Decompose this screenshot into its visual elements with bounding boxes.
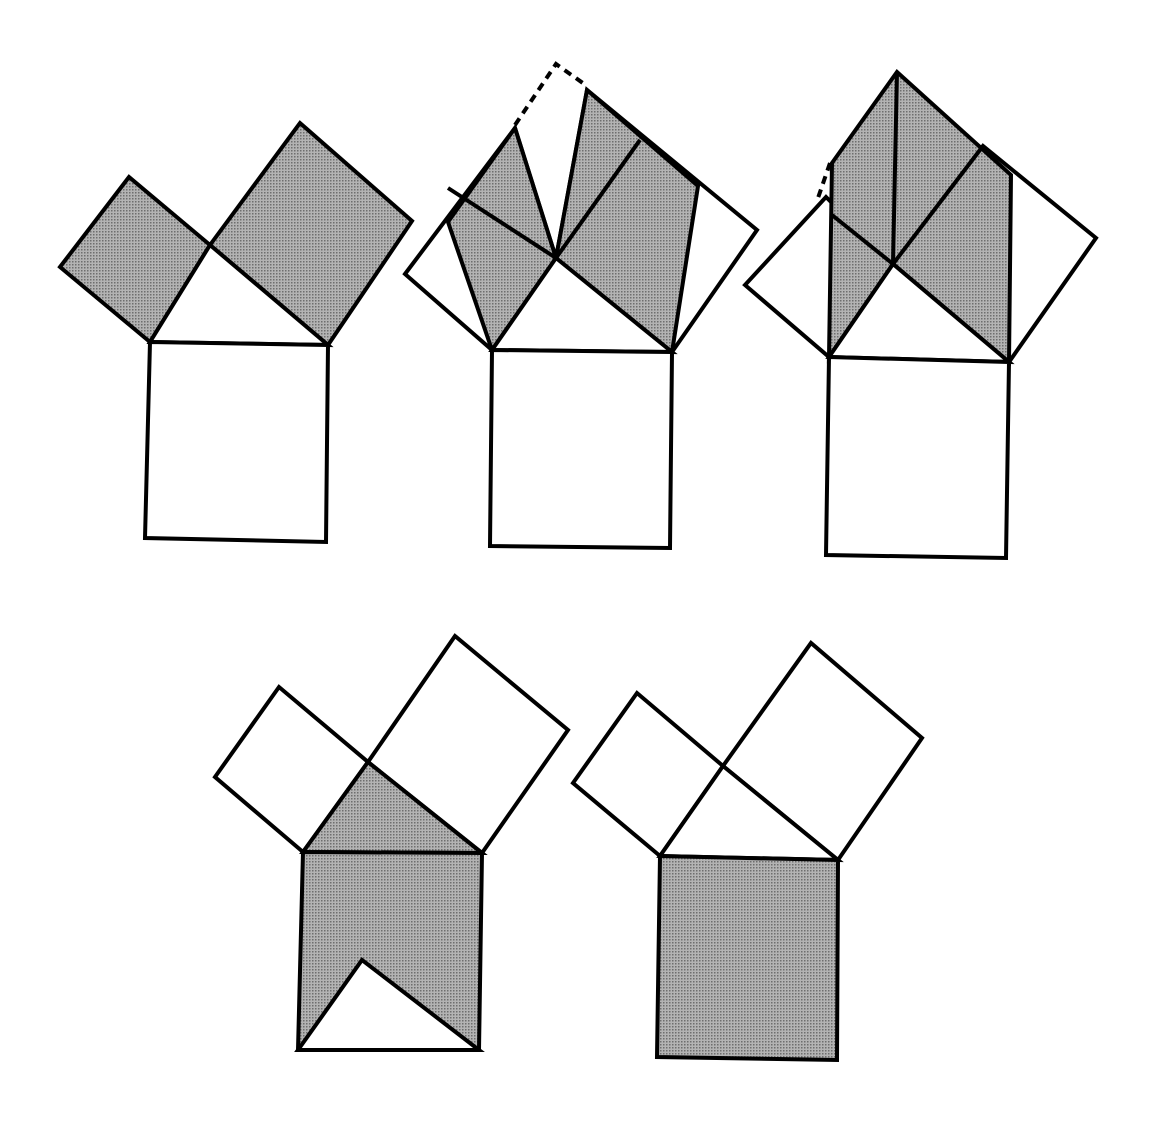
white-notch-triangle	[294, 957, 485, 1052]
figure-step-1	[57, 120, 415, 545]
inner-line-c	[891, 144, 985, 266]
hypotenuse-square	[487, 347, 675, 551]
shaded-hypotenuse-square	[654, 853, 841, 1063]
inner-crease-2	[554, 138, 642, 260]
figure-step-4	[212, 633, 571, 1052]
dashed-edge	[816, 162, 832, 199]
dashed-apex	[513, 61, 589, 127]
figure-step-5	[570, 640, 925, 1063]
inner-crease	[446, 186, 558, 260]
inner-line-a	[891, 71, 899, 265]
inner-line-b	[830, 213, 895, 266]
hypotenuse-square	[142, 339, 331, 545]
hypotenuse-square	[823, 354, 1012, 561]
figure-step-2	[402, 61, 760, 551]
figure-step-3	[742, 69, 1099, 561]
